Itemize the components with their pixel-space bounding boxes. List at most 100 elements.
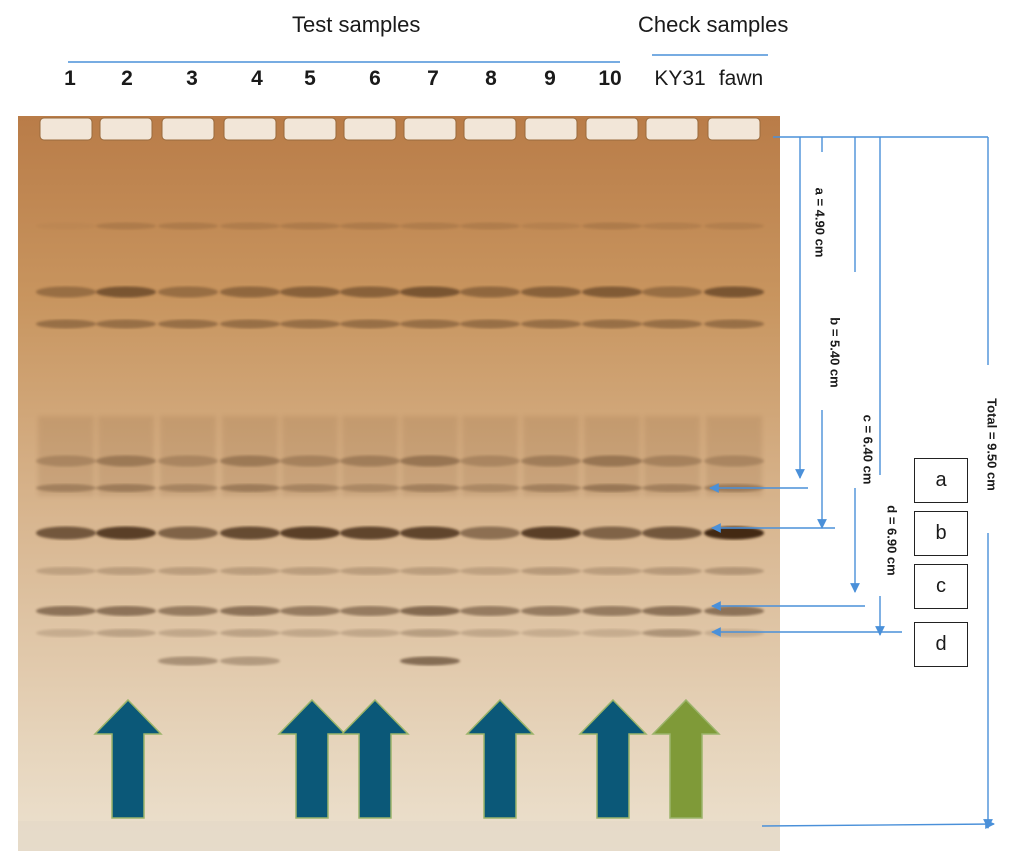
gel-band xyxy=(96,286,156,298)
bottom-reference-arrow xyxy=(761,819,995,829)
gel-smear xyxy=(644,416,700,496)
gel-band xyxy=(36,526,96,540)
gel-well-5 xyxy=(283,117,337,141)
gel-band xyxy=(521,567,581,575)
gel-band xyxy=(340,567,400,575)
gel-band xyxy=(220,526,280,540)
gel-well-7 xyxy=(403,117,457,141)
gel-band xyxy=(280,526,340,540)
gel-smear xyxy=(402,416,458,496)
lane-label-9: 9 xyxy=(544,67,556,90)
gel-well-2 xyxy=(99,117,153,141)
gel-band xyxy=(96,629,156,637)
lane-label-1: 1 xyxy=(64,67,76,90)
lane-label-7: 7 xyxy=(427,67,439,90)
gel-band xyxy=(642,629,702,637)
gel-band xyxy=(36,567,96,575)
gel-band xyxy=(642,319,702,329)
gel-well-9 xyxy=(524,117,578,141)
gel-band xyxy=(400,606,460,616)
marker-arrow-lane-8 xyxy=(465,698,535,819)
gel-band xyxy=(96,526,156,540)
gel-well-3 xyxy=(161,117,215,141)
gel-band xyxy=(220,629,280,637)
gel-band xyxy=(220,567,280,575)
gel-band xyxy=(96,606,156,616)
gel-band xyxy=(582,222,642,230)
gel-well-8 xyxy=(463,117,517,141)
lane-label-4: 4 xyxy=(251,67,263,90)
gel-smear xyxy=(98,416,154,496)
gel-band xyxy=(582,606,642,616)
gel-band xyxy=(158,629,218,637)
lane-label-6: 6 xyxy=(369,67,381,90)
lane-label-10: 10 xyxy=(598,67,622,90)
gel-band xyxy=(400,526,460,540)
gel-band xyxy=(582,526,642,540)
gel-band xyxy=(582,319,642,329)
gel-band xyxy=(158,567,218,575)
gel-band xyxy=(36,286,96,298)
gel-band xyxy=(280,286,340,298)
gel-band xyxy=(280,606,340,616)
marker-arrow-lane-6 xyxy=(340,698,410,819)
gel-band xyxy=(704,567,764,575)
gel-band xyxy=(460,286,520,298)
band-box-d: d xyxy=(914,622,968,667)
gel-smear xyxy=(222,416,278,496)
gel-band xyxy=(582,629,642,637)
gel-band xyxy=(400,656,460,666)
marker-arrow-lane-ky31 xyxy=(651,698,721,819)
test-samples-heading: Test samples xyxy=(292,12,421,37)
gel-band xyxy=(220,319,280,329)
gel-band xyxy=(582,286,642,298)
gel-smear xyxy=(462,416,518,496)
gel-band xyxy=(642,567,702,575)
gel-band xyxy=(36,629,96,637)
gel-band xyxy=(642,222,702,230)
gel-band xyxy=(158,286,218,298)
gel-well-1 xyxy=(39,117,93,141)
gel-band xyxy=(280,222,340,230)
gel-band xyxy=(96,222,156,230)
gel-smear xyxy=(160,416,216,496)
lane-label-5: 5 xyxy=(304,67,316,90)
check-samples-heading: Check samples xyxy=(638,12,789,37)
band-box-a: a xyxy=(914,458,968,503)
gel-band xyxy=(340,629,400,637)
gel-smear xyxy=(342,416,398,496)
gel-band xyxy=(340,319,400,329)
lane-label-ky31: KY31 xyxy=(654,67,706,90)
gel-smear xyxy=(282,416,338,496)
gel-band xyxy=(280,629,340,637)
gel-smear xyxy=(38,416,94,496)
gel-band xyxy=(220,656,280,666)
gel-band xyxy=(96,567,156,575)
gel-band xyxy=(400,629,460,637)
gel-band xyxy=(460,629,520,637)
marker-arrow-lane-5 xyxy=(277,698,347,819)
gel-band xyxy=(460,567,520,575)
gel-band xyxy=(280,567,340,575)
gel-band xyxy=(704,286,764,298)
gel-band xyxy=(460,222,520,230)
gel-band xyxy=(158,526,218,540)
gel-band xyxy=(521,629,581,637)
gel-band xyxy=(158,222,218,230)
gel-band xyxy=(521,606,581,616)
lane-label-8: 8 xyxy=(485,67,497,90)
gel-band xyxy=(220,286,280,298)
gel-band xyxy=(220,606,280,616)
gel-band xyxy=(400,567,460,575)
gel-band xyxy=(220,222,280,230)
gel-band xyxy=(400,319,460,329)
gel-band xyxy=(704,222,764,230)
gel-band xyxy=(158,656,218,666)
band-box-c: c xyxy=(914,564,968,609)
gel-band xyxy=(158,606,218,616)
gel-band xyxy=(340,286,400,298)
gel-well-12 xyxy=(707,117,761,141)
gel-band xyxy=(280,319,340,329)
band-box-b: b xyxy=(914,511,968,556)
